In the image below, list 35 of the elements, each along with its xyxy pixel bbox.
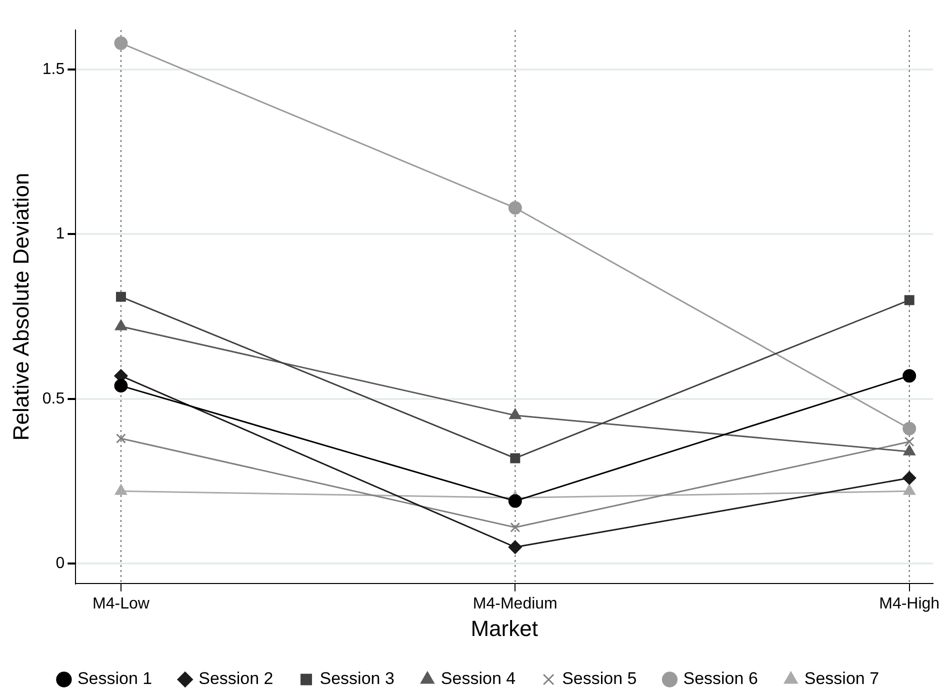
point — [902, 422, 916, 436]
legend-label: Session 5 — [562, 669, 637, 688]
y-tick-label: 0 — [56, 555, 65, 572]
point — [902, 471, 916, 485]
point — [115, 484, 127, 495]
point — [510, 522, 520, 532]
point — [116, 292, 126, 302]
x-tick-label: M4-High — [879, 595, 940, 612]
point — [902, 369, 916, 383]
point — [508, 201, 522, 215]
point — [508, 540, 522, 554]
point — [509, 408, 522, 420]
point — [508, 494, 522, 508]
y-tick-label: 0.5 — [42, 390, 65, 408]
x-tick-label: M4-Low — [92, 595, 150, 612]
point — [114, 379, 128, 393]
y-tick-label: 1.5 — [42, 60, 65, 78]
legend-label: Session 4 — [440, 669, 516, 688]
x-tick-label: M4-Medium — [472, 595, 558, 612]
point — [904, 436, 914, 447]
legend-label: Session 6 — [683, 669, 758, 688]
point — [903, 484, 916, 495]
legend-label: Session 3 — [320, 669, 394, 688]
point — [904, 295, 914, 306]
point — [903, 444, 916, 456]
legend-label: Session 1 — [77, 669, 152, 688]
y-tick-label: 1 — [56, 226, 65, 243]
point — [116, 433, 126, 444]
y-axis-title: Relative Absolute Deviation — [8, 172, 34, 441]
point — [114, 36, 128, 50]
point — [115, 320, 127, 330]
x-axis-title: Market — [470, 616, 538, 641]
point — [510, 453, 520, 464]
legend-label: Session 7 — [804, 669, 880, 688]
legend-label: Session 2 — [198, 669, 274, 688]
